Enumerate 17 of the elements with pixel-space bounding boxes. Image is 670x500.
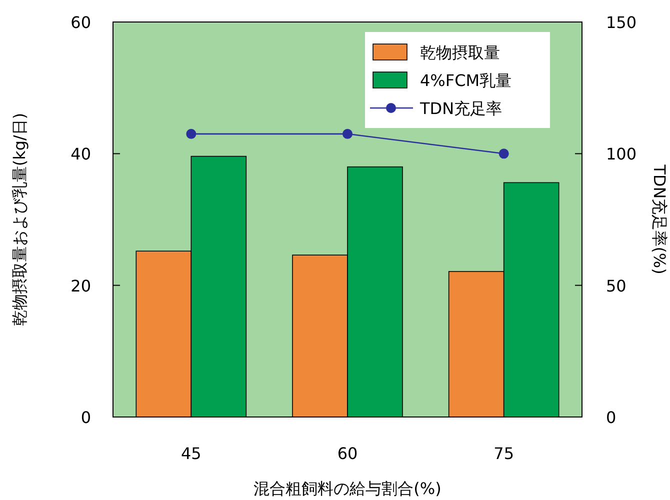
y2-tick-label: 0 bbox=[606, 408, 616, 427]
y2-tick-label: 50 bbox=[606, 276, 626, 296]
y2-axis-title: TDN充足率(%) bbox=[650, 164, 669, 274]
y-tick-label: 20 bbox=[70, 276, 91, 296]
y-tick-label: 40 bbox=[70, 144, 91, 164]
legend-label: TDN充足率 bbox=[419, 99, 502, 118]
y-tick-label: 0 bbox=[80, 408, 91, 427]
y-tick-label: 60 bbox=[70, 13, 91, 32]
x-tick-label: 60 bbox=[337, 444, 358, 463]
y2-tick-label: 100 bbox=[606, 144, 637, 164]
x-tick-label: 75 bbox=[494, 444, 514, 463]
legend-label: 乾物摂取量 bbox=[420, 43, 500, 62]
x-tick-label: 45 bbox=[180, 444, 202, 463]
y-axis-title: 乾物摂取量および乳量(kg/日) bbox=[10, 112, 29, 326]
legend-label: 4%FCM乳量 bbox=[420, 71, 512, 90]
x-axis-title: 混合粗飼料の給与割合(%) bbox=[254, 479, 442, 498]
y2-tick-label: 150 bbox=[606, 13, 637, 32]
